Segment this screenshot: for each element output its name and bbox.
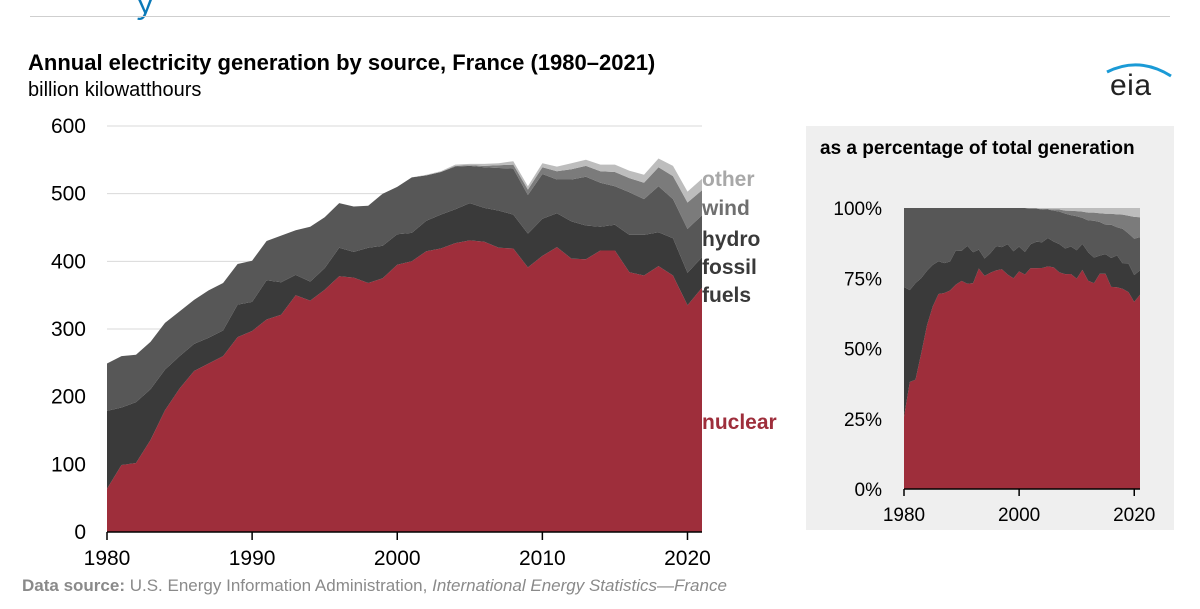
eia-logo-text: eia [1110,69,1152,102]
inset-y-tick-label: 50% [844,340,882,361]
main-area-fossil-fuels [107,203,702,489]
x-tick-label: 1990 [229,547,276,570]
top-divider [30,16,1170,17]
main-area-wind [107,164,702,364]
x-tick-label: 2020 [664,547,711,570]
inset-title: as a percentage of total generation [820,138,1135,159]
main-area-other [107,158,702,364]
data-source-note: Data source: U.S. Energy Information Adm… [22,576,727,596]
y-tick-label: 500 [51,183,86,206]
x-tick-label: 2000 [374,547,421,570]
chart-title: Annual electricity generation by source,… [28,50,656,75]
source-text: U.S. Energy Information Administration, [129,576,428,595]
eia-logo-swoosh-icon [1106,63,1172,78]
inset-x-tick-label: 2020 [1113,505,1155,526]
main-area-hydro [107,165,702,411]
inset-area-wind [904,208,1140,239]
x-tick-label: 1980 [84,547,131,570]
inset-x-tick-label: 1980 [883,505,925,526]
y-tick-label: 600 [51,115,86,138]
source-label: Data source: [22,576,125,595]
y-tick-label: 400 [51,250,86,273]
source-publication: International Energy Statistics—France [432,576,727,595]
inset-area-hydro [904,208,1140,291]
inset-x-tick-label: 2000 [998,505,1040,526]
chart-subtitle: billion kilowatthours [28,79,202,101]
x-tick-label: 2010 [519,547,566,570]
main-area-chart: 0 100 200 300 400 500 600 1980 1990 2000 2010 2020 [51,115,711,570]
inset-y-tick-label: 25% [844,410,882,431]
y-tick-label: 300 [51,318,86,341]
y-tick-label: 100 [51,453,86,476]
y-tick-label: 200 [51,386,86,409]
legend-hydro: hydro [702,228,761,251]
inset-y-tick-label: 0% [855,480,883,501]
inset-area-other [904,208,1140,218]
inset-y-tick-label: 100% [833,199,882,220]
inset-area-fossil-fuels [904,238,1140,417]
legend-fossil-line2: fuels [702,284,752,307]
inset-percent-chart: 0% 25% 50% 75% 100% 1980 2000 2020 [833,199,1155,526]
y-tick-label: 0 [74,521,86,544]
legend-wind: wind [702,197,750,220]
legend-other: other [702,168,755,191]
eia-logo: eia [1103,62,1175,106]
cropped-article-heading: ｙ [130,0,160,20]
legend-fossil-line1: fossil [702,256,757,279]
inset-area-nuclear [904,266,1140,489]
legend-nuclear: nuclear [702,411,777,434]
inset-y-tick-label: 75% [844,269,882,290]
main-area-nuclear [107,240,702,532]
